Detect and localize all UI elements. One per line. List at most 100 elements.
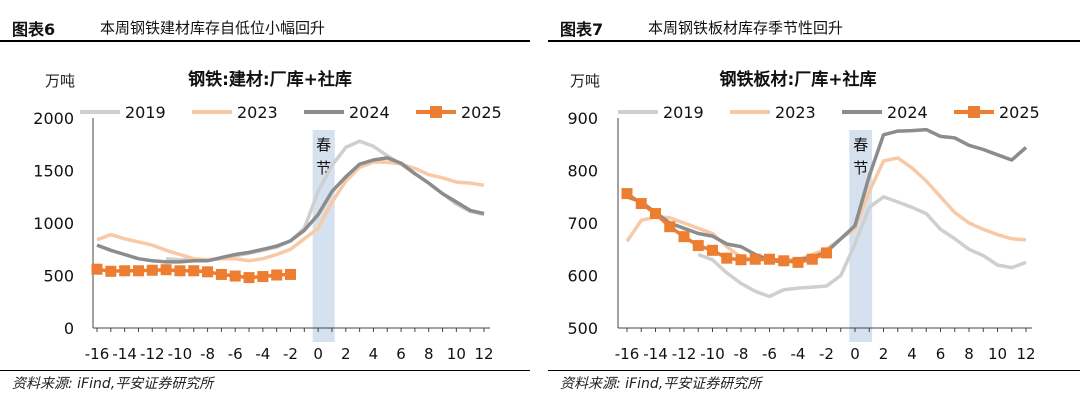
figure-6-panel: 图表6 本周钢铁建材库存自低位小幅回升 钢铁:建材:厂库+社库 万吨春节 0 500 1… [0, 0, 530, 409]
data-point-2025 [215, 268, 227, 280]
data-point-2025 [735, 254, 747, 266]
data-point-2025 [821, 247, 832, 259]
x-tick-label: 8 [964, 345, 974, 363]
figure-label: 图表7 [560, 20, 604, 39]
data-point-2025 [229, 270, 241, 282]
data-point-2025 [146, 264, 158, 276]
data-point-2025 [792, 256, 804, 268]
y-axis-unit: 万吨 [570, 72, 600, 90]
annotation-label: 春 [853, 136, 868, 154]
x-tick-label: 4 [369, 345, 379, 363]
data-point-2025 [621, 188, 633, 200]
chart-title: 钢铁:建材:厂库+社库 [188, 69, 352, 90]
legend-label: 2023 [237, 103, 278, 122]
legend-label: 2024 [349, 103, 390, 122]
data-point-2025 [257, 271, 269, 283]
data-point-2025 [806, 253, 818, 265]
legend-label: 2024 [887, 103, 928, 122]
y-tick-label: 1000 [33, 214, 74, 233]
data-point-2025 [132, 265, 144, 277]
y-axis-unit: 万吨 [45, 72, 75, 90]
spring-festival-band [312, 130, 335, 342]
figure-7-panel: 图表7 本周钢铁板材库存季节性回升 钢铁板材:厂库+社库 万吨春节 500 600 70… [548, 0, 1080, 409]
footer-divider [548, 370, 1080, 371]
data-point-2025 [202, 266, 214, 278]
x-tick-label: -2 [283, 345, 298, 363]
x-tick-label: 6 [936, 345, 946, 363]
x-tick-label: 0 [850, 345, 860, 363]
figure-title: 本周钢铁建材库存自低位小幅回升 [100, 19, 326, 37]
y-tick-label: 900 [567, 109, 598, 128]
y-tick-label: 500 [567, 319, 598, 338]
data-point-2025 [105, 265, 117, 277]
data-point-2025 [678, 231, 690, 243]
y-tick-label: 0 [64, 319, 74, 338]
x-tick-label: -16 [85, 345, 110, 363]
legend-label: 2019 [663, 103, 704, 122]
data-point-2025 [635, 198, 647, 210]
data-point-2025 [778, 255, 790, 267]
data-point-2025 [692, 240, 704, 252]
data-point-2025 [174, 265, 186, 277]
source-note: 资料来源: iFind,平安证券研究所 [12, 376, 214, 392]
data-point-2025 [707, 244, 718, 256]
data-point-2025 [243, 272, 255, 284]
legend-marker-2025 [968, 106, 980, 118]
x-tick-label: 10 [988, 345, 1007, 363]
data-point-2025 [764, 253, 775, 265]
x-tick-label: -12 [672, 345, 697, 363]
x-tick-label: -4 [255, 345, 270, 363]
footer-divider [0, 370, 530, 371]
figure-header: 图表6 本周钢铁建材库存自低位小幅回升 [0, 12, 530, 42]
legend-label: 2025 [999, 103, 1040, 122]
data-point-2025 [749, 253, 761, 265]
series-line-2023 [625, 156, 1027, 262]
x-tick-label: -2 [819, 345, 834, 363]
x-tick-label: -12 [140, 345, 165, 363]
x-tick-label: -16 [615, 345, 640, 363]
data-point-2025 [721, 252, 733, 264]
series-line-2024 [96, 156, 485, 264]
data-point-2025 [188, 265, 200, 277]
x-tick-label: -14 [112, 345, 137, 363]
x-tick-label: -14 [643, 345, 668, 363]
x-tick-label: 2 [879, 345, 889, 363]
data-point-2025 [650, 208, 661, 220]
y-tick-label: 700 [567, 214, 598, 233]
x-tick-label: -8 [200, 345, 215, 363]
y-tick-label: 600 [567, 267, 598, 286]
series-line-2023 [96, 160, 485, 263]
y-tick-label: 800 [567, 162, 598, 181]
y-tick-label: 500 [43, 267, 74, 286]
x-tick-label: -6 [228, 345, 243, 363]
x-tick-label: 2 [341, 345, 351, 363]
annotation-label: 春 [316, 136, 331, 154]
y-tick-label: 1500 [33, 162, 74, 181]
x-tick-label: 10 [447, 345, 466, 363]
data-point-2025 [271, 269, 283, 281]
x-tick-label: -10 [168, 345, 193, 363]
chart-title: 钢铁板材:厂库+社库 [719, 69, 876, 90]
x-tick-label: 8 [424, 345, 434, 363]
y-tick-label: 2000 [33, 109, 74, 128]
figure-title: 本周钢铁板材库存季节性回升 [648, 19, 844, 37]
series-line-2019 [697, 195, 1027, 299]
figure-header: 图表7 本周钢铁板材库存季节性回升 [548, 12, 1080, 42]
figure-label: 图表6 [12, 20, 56, 39]
data-point-2025 [91, 263, 103, 275]
x-tick-label: 12 [474, 345, 493, 363]
legend-label: 2023 [775, 103, 816, 122]
annotation-label: 节 [853, 159, 868, 177]
source-note: 资料来源: iFind,平安证券研究所 [560, 376, 762, 392]
legend-marker-2025 [430, 106, 442, 118]
data-point-2025 [664, 221, 676, 233]
series-line-2024 [626, 127, 1028, 265]
x-tick-label: -8 [734, 345, 749, 363]
x-tick-label: 6 [396, 345, 406, 363]
x-tick-label: -6 [762, 345, 777, 363]
data-point-2025 [160, 264, 172, 276]
x-tick-label: 4 [907, 345, 917, 363]
data-point-2025 [119, 265, 131, 277]
